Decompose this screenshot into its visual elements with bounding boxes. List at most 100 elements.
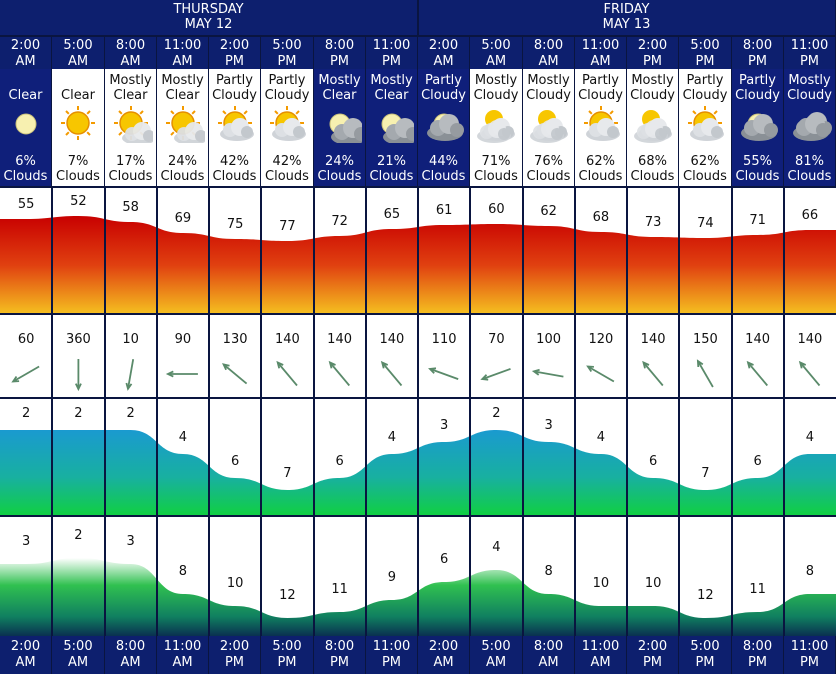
condition-line2: Clear (322, 88, 357, 103)
time-footer: 8:00 AM (523, 636, 575, 674)
time-footer: 8:00 AM (105, 636, 157, 674)
condition-line1: Partly (216, 73, 253, 88)
data-label: 6 (753, 454, 762, 469)
time-header: 2:00 AM (0, 37, 52, 69)
moon-icon (15, 113, 36, 135)
data-label: 69 (174, 211, 192, 226)
day-header-thursday: THURSDAY MAY 12 (0, 0, 418, 37)
mostly-cloudy-icon (529, 110, 568, 143)
data-label: 7 (283, 466, 292, 481)
wind-arrow-icon (125, 359, 135, 391)
data-label: 4 (492, 540, 501, 555)
data-label: 4 (596, 430, 606, 445)
data-label: 4 (178, 430, 188, 445)
time-ampm: AM (538, 54, 559, 69)
time-value: 5:00 (272, 639, 302, 654)
data-label: 62 (540, 204, 557, 219)
wind-arrow-icon (74, 359, 82, 392)
time-footer: 2:00 AM (418, 636, 470, 674)
wind-direction-label: 140 (797, 332, 823, 347)
time-value: 11:00 (163, 38, 202, 53)
condition-line2: Cloudy (682, 88, 728, 103)
wind-arrow-icon (642, 360, 664, 387)
time-header: 5:00 AM (470, 37, 523, 69)
time-value: 5:00 (272, 38, 302, 53)
cloud-label: Clouds (683, 169, 727, 184)
time-value: 5:00 (690, 639, 720, 654)
time-value: 2:00 (428, 639, 459, 654)
wind-direction-label: 110 (431, 332, 457, 347)
wind-arrow-icon (276, 360, 298, 387)
partly-cloudy-sun-icon (583, 106, 620, 141)
time-header: 8:00 AM (523, 37, 575, 69)
time-header: 5:00 AM (52, 37, 105, 69)
time-ampm: AM (67, 655, 89, 670)
data-label: 6 (439, 552, 449, 567)
condition-cell: Mostly Cloudy 68% Clouds (627, 69, 679, 186)
column-divider (104, 186, 106, 636)
condition-cell: Mostly Cloudy 71% Clouds (470, 69, 523, 186)
condition-line1: Mostly (474, 73, 518, 88)
condition-line2: Cloudy (421, 88, 466, 103)
cloud-percent: 42% (220, 154, 249, 169)
time-value: 2:00 (637, 639, 668, 654)
cloud-percent: 44% (429, 154, 458, 169)
data-label: 2 (74, 528, 83, 543)
time-ampm: PM (642, 655, 663, 670)
time-ampm: PM (381, 655, 402, 670)
time-ampm: PM (747, 655, 768, 670)
condition-line2: Cloudy (787, 88, 832, 103)
data-label: 4 (387, 430, 397, 445)
cloud-percent: 55% (743, 154, 772, 169)
mostly-cloudy-icon (477, 110, 515, 143)
time-value: 8:00 (115, 639, 146, 654)
time-header: 11:00 AM (575, 37, 627, 69)
time-ampm: PM (695, 54, 715, 69)
sun-cloud-icon (165, 106, 205, 143)
data-label: 52 (70, 194, 87, 209)
cloud-label: Clouds (578, 169, 623, 184)
data-label: 73 (644, 215, 662, 230)
condition-line2: Clear (61, 88, 95, 103)
time-footer: 2:00 AM (0, 636, 52, 674)
cloud-percent: 17% (116, 154, 145, 169)
column-divider (469, 186, 471, 636)
condition-cell: Mostly Clear 17% Clouds (105, 69, 157, 186)
cloud-percent: 6% (15, 154, 36, 169)
condition-line1: Mostly (161, 73, 204, 88)
time-ampm: AM (67, 54, 89, 69)
time-value: 5:00 (63, 639, 93, 654)
time-ampm: PM (277, 54, 297, 69)
column-divider (156, 186, 158, 636)
condition-cell: Clear 6% Clouds (0, 69, 52, 186)
condition-cell: Partly Cloudy 44% Clouds (418, 69, 470, 186)
data-label: 71 (749, 213, 766, 228)
time-value: 5:00 (481, 38, 511, 53)
data-label: 2 (492, 406, 501, 421)
time-value: 2:00 (637, 38, 668, 53)
time-ampm: PM (224, 655, 245, 670)
data-label: 65 (383, 207, 401, 222)
wind-direction-label: 120 (588, 332, 614, 347)
time-value: 8:00 (742, 38, 773, 53)
time-value: 5:00 (63, 38, 93, 53)
day-header-friday: FRIDAY MAY 13 (418, 0, 836, 37)
time-value: 11:00 (581, 38, 620, 53)
data-label: 77 (279, 219, 296, 234)
column-divider (574, 186, 576, 636)
column-divider (51, 186, 53, 636)
data-label: 4 (805, 430, 815, 445)
data-label: 12 (697, 588, 714, 603)
time-footer: 5:00 PM (261, 636, 314, 674)
time-footer: 11:00 AM (157, 636, 209, 674)
condition-line1: Mostly (109, 73, 152, 88)
partly-cloudy-sun-icon (688, 106, 724, 141)
time-footer: 11:00 AM (575, 636, 627, 674)
cloud-label: Clouds (735, 169, 780, 184)
time-value: 8:00 (115, 38, 146, 53)
condition-cell: Partly Cloudy 62% Clouds (679, 69, 732, 186)
time-footer: 11:00 PM (784, 636, 836, 674)
column-divider (313, 186, 315, 636)
condition-cell: Mostly Clear 24% Clouds (314, 69, 366, 186)
cloud-label: Clouds (526, 169, 571, 184)
